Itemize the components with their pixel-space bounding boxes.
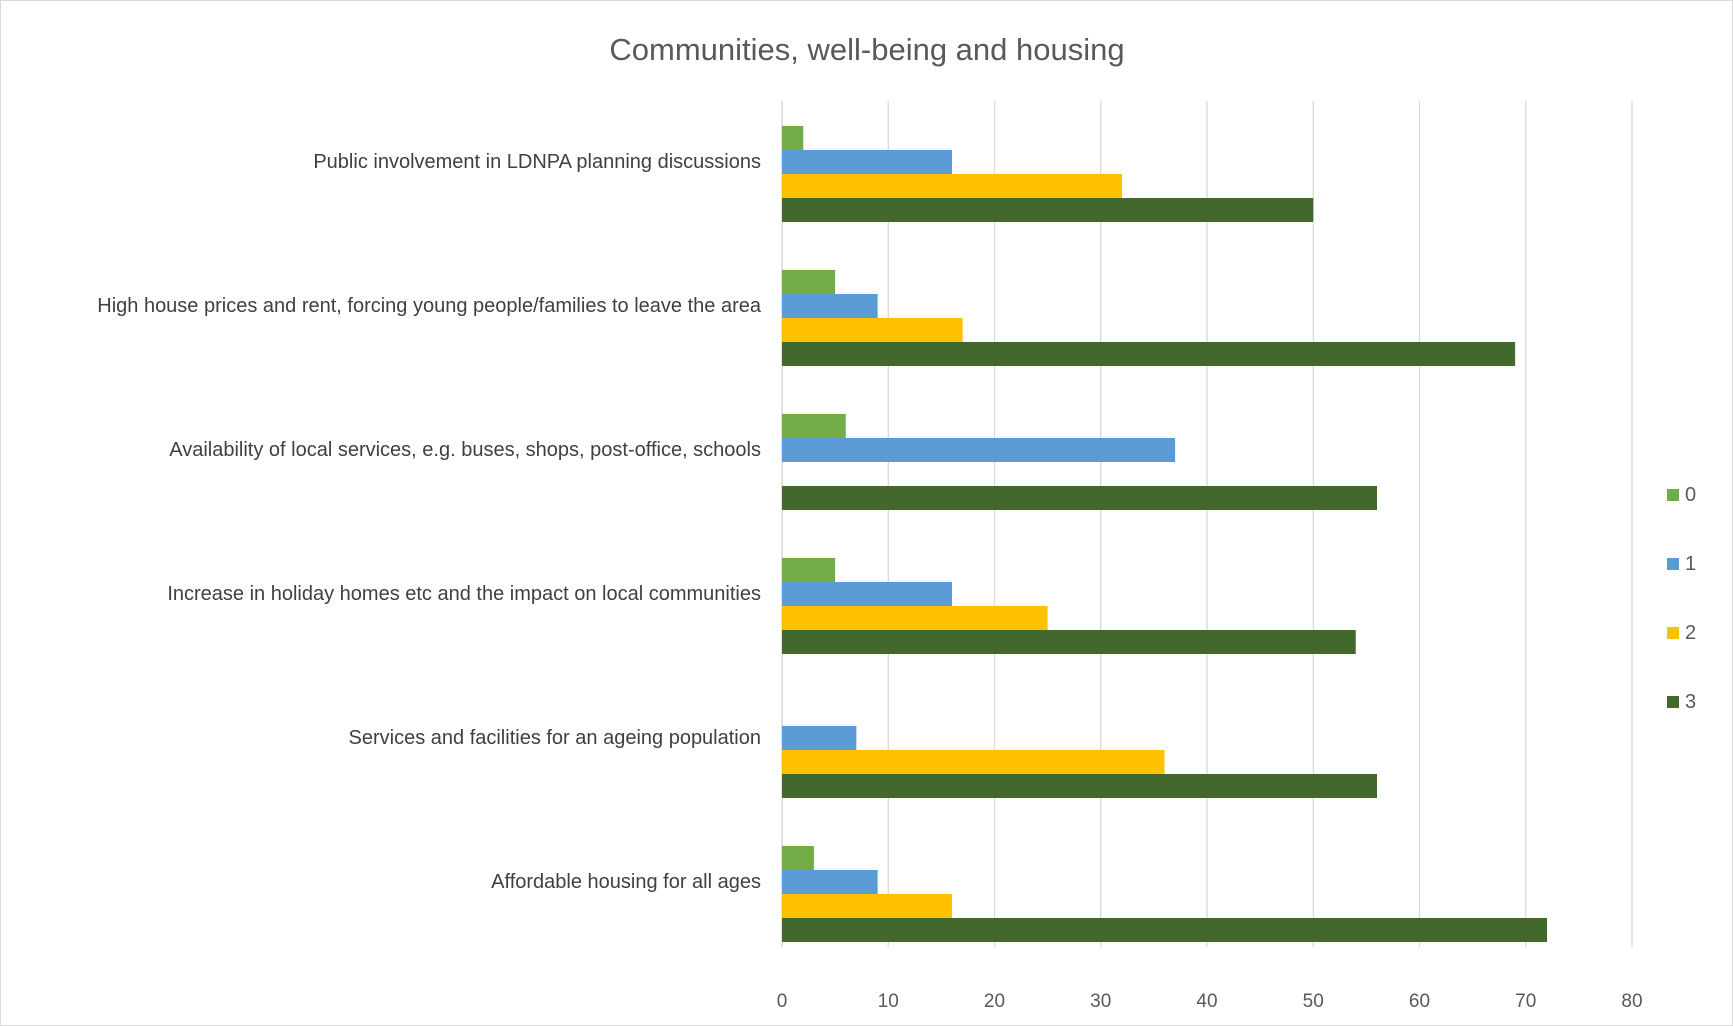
bar-series-2 bbox=[782, 894, 952, 918]
category-label: Availability of local services, e.g. bus… bbox=[169, 439, 761, 461]
x-tick-label: 60 bbox=[1409, 991, 1430, 1012]
bar-series-2 bbox=[782, 750, 1165, 774]
legend-label: 3 bbox=[1685, 691, 1696, 713]
bar-series-3 bbox=[782, 918, 1547, 942]
legend-label: 1 bbox=[1685, 553, 1696, 575]
x-tick-label: 70 bbox=[1515, 991, 1536, 1012]
category-label: High house prices and rent, forcing youn… bbox=[97, 295, 762, 317]
category-label: Public involvement in LDNPA planning dis… bbox=[313, 151, 761, 173]
category-label: Affordable housing for all ages bbox=[491, 871, 761, 893]
x-tick-label: 80 bbox=[1621, 991, 1642, 1012]
legend-label: 2 bbox=[1685, 622, 1696, 644]
bar-series-0 bbox=[782, 846, 814, 870]
bar-series-1 bbox=[782, 150, 952, 174]
bar-series-2 bbox=[782, 174, 1122, 198]
legend-swatch-1 bbox=[1667, 558, 1679, 570]
bar-series-1 bbox=[782, 726, 857, 750]
legend-swatch-2 bbox=[1667, 627, 1679, 639]
category-labels: Public involvement in LDNPA planning dis… bbox=[97, 151, 762, 893]
category-label: Increase in holiday homes etc and the im… bbox=[167, 583, 761, 605]
bar-series-1 bbox=[782, 582, 952, 606]
x-axis-ticks: 0 10 20 30 40 50 60 70 80 bbox=[777, 991, 1643, 1012]
x-tick-label: 50 bbox=[1303, 991, 1324, 1012]
legend-swatch-0 bbox=[1667, 489, 1679, 501]
bar-series-1 bbox=[782, 294, 878, 318]
bar-series-3 bbox=[782, 774, 1377, 798]
bar-series-0 bbox=[782, 558, 836, 582]
legend: 0 1 2 3 bbox=[1667, 484, 1696, 713]
bar-series-0 bbox=[782, 270, 836, 294]
legend-swatch-3 bbox=[1667, 696, 1679, 708]
gridlines bbox=[781, 101, 1633, 947]
bar-series-1 bbox=[782, 870, 878, 894]
bar-series-3 bbox=[782, 486, 1377, 510]
chart-title: Communities, well-being and housing bbox=[609, 32, 1124, 67]
bar-series-2 bbox=[782, 606, 1048, 630]
bar-series-3 bbox=[782, 342, 1516, 366]
x-tick-label: 10 bbox=[878, 991, 899, 1012]
x-tick-label: 0 bbox=[777, 991, 788, 1012]
bar-series-1 bbox=[782, 438, 1176, 462]
legend-label: 0 bbox=[1685, 484, 1696, 506]
bar-series-3 bbox=[782, 630, 1356, 654]
bars bbox=[782, 126, 1547, 942]
x-tick-label: 20 bbox=[984, 991, 1005, 1012]
bar-series-2 bbox=[782, 318, 963, 342]
bar-series-3 bbox=[782, 198, 1314, 222]
x-tick-label: 30 bbox=[1090, 991, 1111, 1012]
category-label: Services and facilities for an ageing po… bbox=[349, 727, 761, 749]
bar-series-0 bbox=[782, 126, 804, 150]
x-tick-label: 40 bbox=[1196, 991, 1217, 1012]
bar-series-0 bbox=[782, 414, 846, 438]
